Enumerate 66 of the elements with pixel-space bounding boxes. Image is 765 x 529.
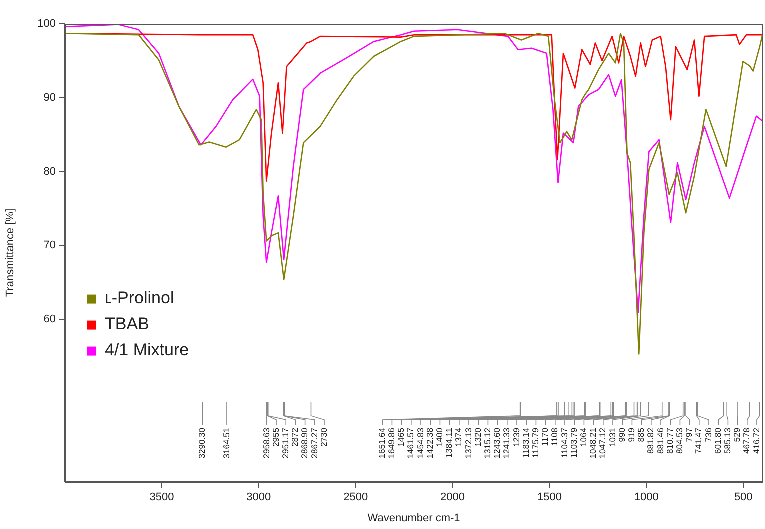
- annotation: 1465: [396, 428, 406, 447]
- annotation: 1315.12: [482, 428, 493, 459]
- annotation: 741.47: [694, 428, 704, 454]
- annotation: 1374: [454, 428, 464, 447]
- annotation: 1239: [511, 428, 522, 447]
- x-tick-label: 2000: [440, 492, 466, 504]
- annotation: 1320: [472, 428, 483, 447]
- x-tick-label: 500: [734, 492, 753, 504]
- x-axis-title: Wavenumber cm-1: [368, 512, 460, 524]
- annotation: 810.77: [664, 428, 675, 454]
- annotation: 529: [732, 428, 742, 442]
- annotation: 1175.79: [530, 428, 541, 458]
- annotation: 1104.37: [559, 428, 570, 458]
- x-tick-label: 3500: [150, 492, 174, 504]
- annotation: 1108: [550, 428, 560, 446]
- annotation: 1454.83: [415, 428, 426, 459]
- legend-label: TBAB: [105, 314, 150, 334]
- legend-label: ʟ-Prolinol: [105, 288, 174, 308]
- annotation: 2955: [270, 428, 281, 447]
- annotation: 3164.51: [221, 428, 232, 459]
- annotation: 1103.79: [568, 428, 579, 458]
- annotation: 1422.38: [424, 428, 435, 459]
- annotation: 2868.90: [300, 428, 310, 459]
- annotation: 885: [636, 428, 646, 442]
- annotation: 1372.13: [463, 428, 474, 459]
- annotation: 1170: [540, 428, 550, 446]
- x-tick-label: 3000: [246, 492, 272, 504]
- x-tick-label: 2500: [344, 492, 368, 504]
- annotation: 416.72: [751, 428, 762, 454]
- y-axis-title: Transmittance [%]: [4, 208, 17, 298]
- annotation: 990: [616, 428, 627, 442]
- y-tick-label: 60: [44, 314, 56, 326]
- annotation: 1031: [607, 428, 618, 447]
- annotation: 1064: [578, 428, 589, 447]
- annotation: 1384.11: [444, 428, 454, 458]
- annotation: 736: [703, 428, 714, 442]
- annotation: 2872: [290, 428, 300, 447]
- annotation: 1048.21: [588, 428, 598, 459]
- annotation: 1649.86: [386, 428, 397, 459]
- annotation: 2958.63: [261, 428, 272, 459]
- y-tick-label: 100: [38, 18, 56, 30]
- annotation: 601.80: [712, 428, 723, 454]
- annotation: 3290.30: [196, 428, 207, 459]
- annotation: 797: [684, 428, 694, 442]
- annotation: 919: [626, 428, 637, 442]
- y-tick-label: 70: [44, 240, 56, 252]
- annotation: 881.46: [655, 428, 666, 454]
- annotation: 2951.17: [280, 428, 290, 459]
- annotation: 804.53: [674, 428, 685, 454]
- annotation: 1243.60: [492, 428, 502, 459]
- annotation: 1461.57: [406, 428, 416, 459]
- annotation: 1183.14: [520, 428, 531, 458]
- annotation: 881.82: [646, 428, 656, 454]
- annotation: 585.13: [722, 428, 733, 454]
- x-tick-label: 1500: [537, 492, 562, 504]
- y-tick-label: 90: [44, 92, 56, 104]
- annotation: 2730: [318, 428, 329, 447]
- annotation: 2867.27: [309, 428, 320, 459]
- annotation: 1400: [434, 428, 445, 447]
- annotation: 1047.12: [598, 428, 608, 459]
- annotation: 467.78: [742, 428, 752, 454]
- annotation: 1651.64: [376, 428, 387, 459]
- legend-label: 4/1 Mixture: [105, 340, 190, 360]
- y-tick-label: 80: [44, 166, 56, 178]
- annotation: 1241.33: [502, 428, 512, 459]
- x-tick-label: 1000: [634, 492, 659, 504]
